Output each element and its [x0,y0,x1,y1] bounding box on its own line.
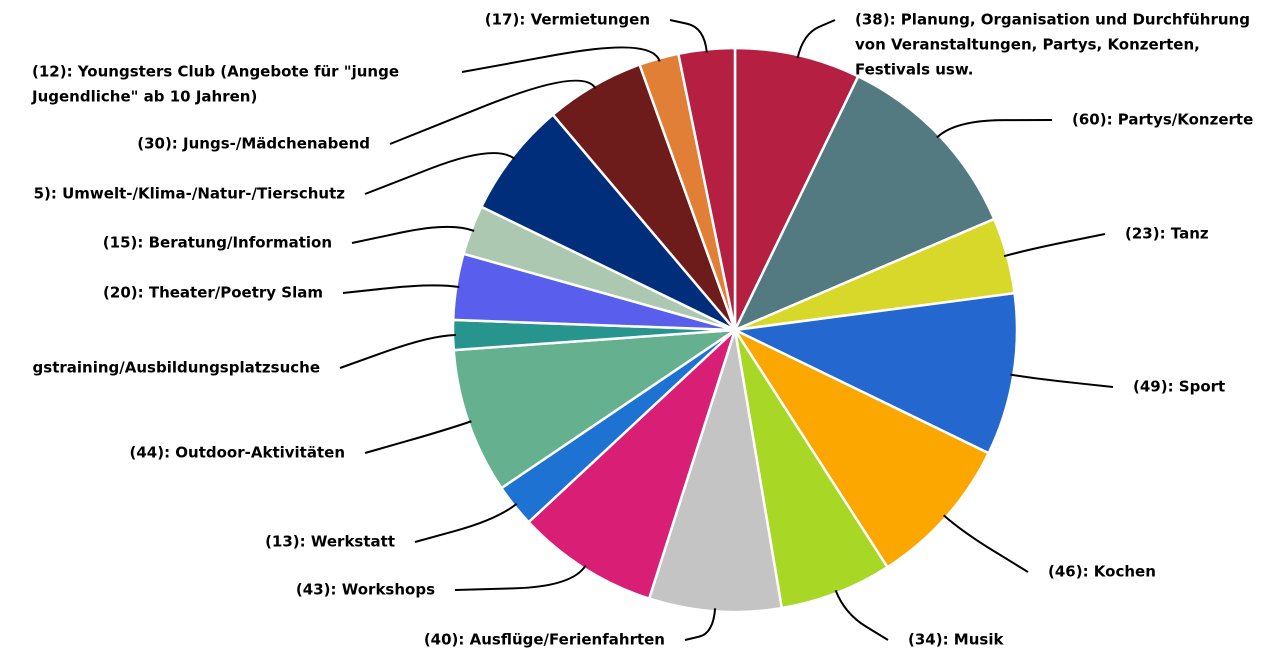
slice-label: (43): Workshops [296,581,435,599]
slice-label: (49): Sport [1133,378,1225,396]
slice-label: (44): Outdoor-Aktivitäten [129,444,345,462]
slice-label: gstraining/Ausbildungsplatzsuche [33,359,320,377]
leader-line [1003,233,1106,258]
leader-line [414,502,518,543]
slice-label: 5): Umwelt-/Klima-/Natur-/Tierschutz [34,185,346,203]
leader-line [943,514,1029,573]
slice-label: (20): Theater/Poetry Slam [103,284,323,302]
leader-line [342,284,460,294]
slice-label: (30): Jungs-/Mädchenabend [137,135,370,153]
slice-label: Jugendliche" ab 10 Jahren) [31,88,257,106]
slice-label: von Veranstaltungen, Partys, Konzerten, [855,36,1200,54]
leader-line [936,119,1053,139]
slice-label: (38): Planung, Organisation und Durchfüh… [855,11,1250,29]
slice-label: (34): Musik [908,631,1004,648]
leader-line [339,333,457,369]
leader-line [669,19,708,53]
leader-line [834,589,889,641]
leader-line [389,79,597,145]
leader-line [454,565,587,591]
leader-line [1010,373,1114,388]
leader-line [364,420,472,454]
slice-label: (23): Tanz [1125,225,1209,243]
slice-label: (15): Beratung/Information [103,234,332,252]
leader-line [461,46,661,73]
slice-label: (17): Vermietungen [485,11,650,29]
slice-label: (60): Partys/Konzerte [1072,111,1253,129]
slice-label: Festivals usw. [855,61,973,79]
leader-line [796,19,836,59]
slice-label: (46): Kochen [1048,563,1156,581]
leader-line [351,225,475,244]
slice-label: (12): Youngsters Club (Angebote für "jun… [32,63,399,81]
slice-label: (13): Werkstatt [265,533,395,551]
leader-line [684,608,717,641]
leader-line [364,152,516,195]
slice-label: (40): Ausflüge/Ferienfahrten [424,631,665,648]
